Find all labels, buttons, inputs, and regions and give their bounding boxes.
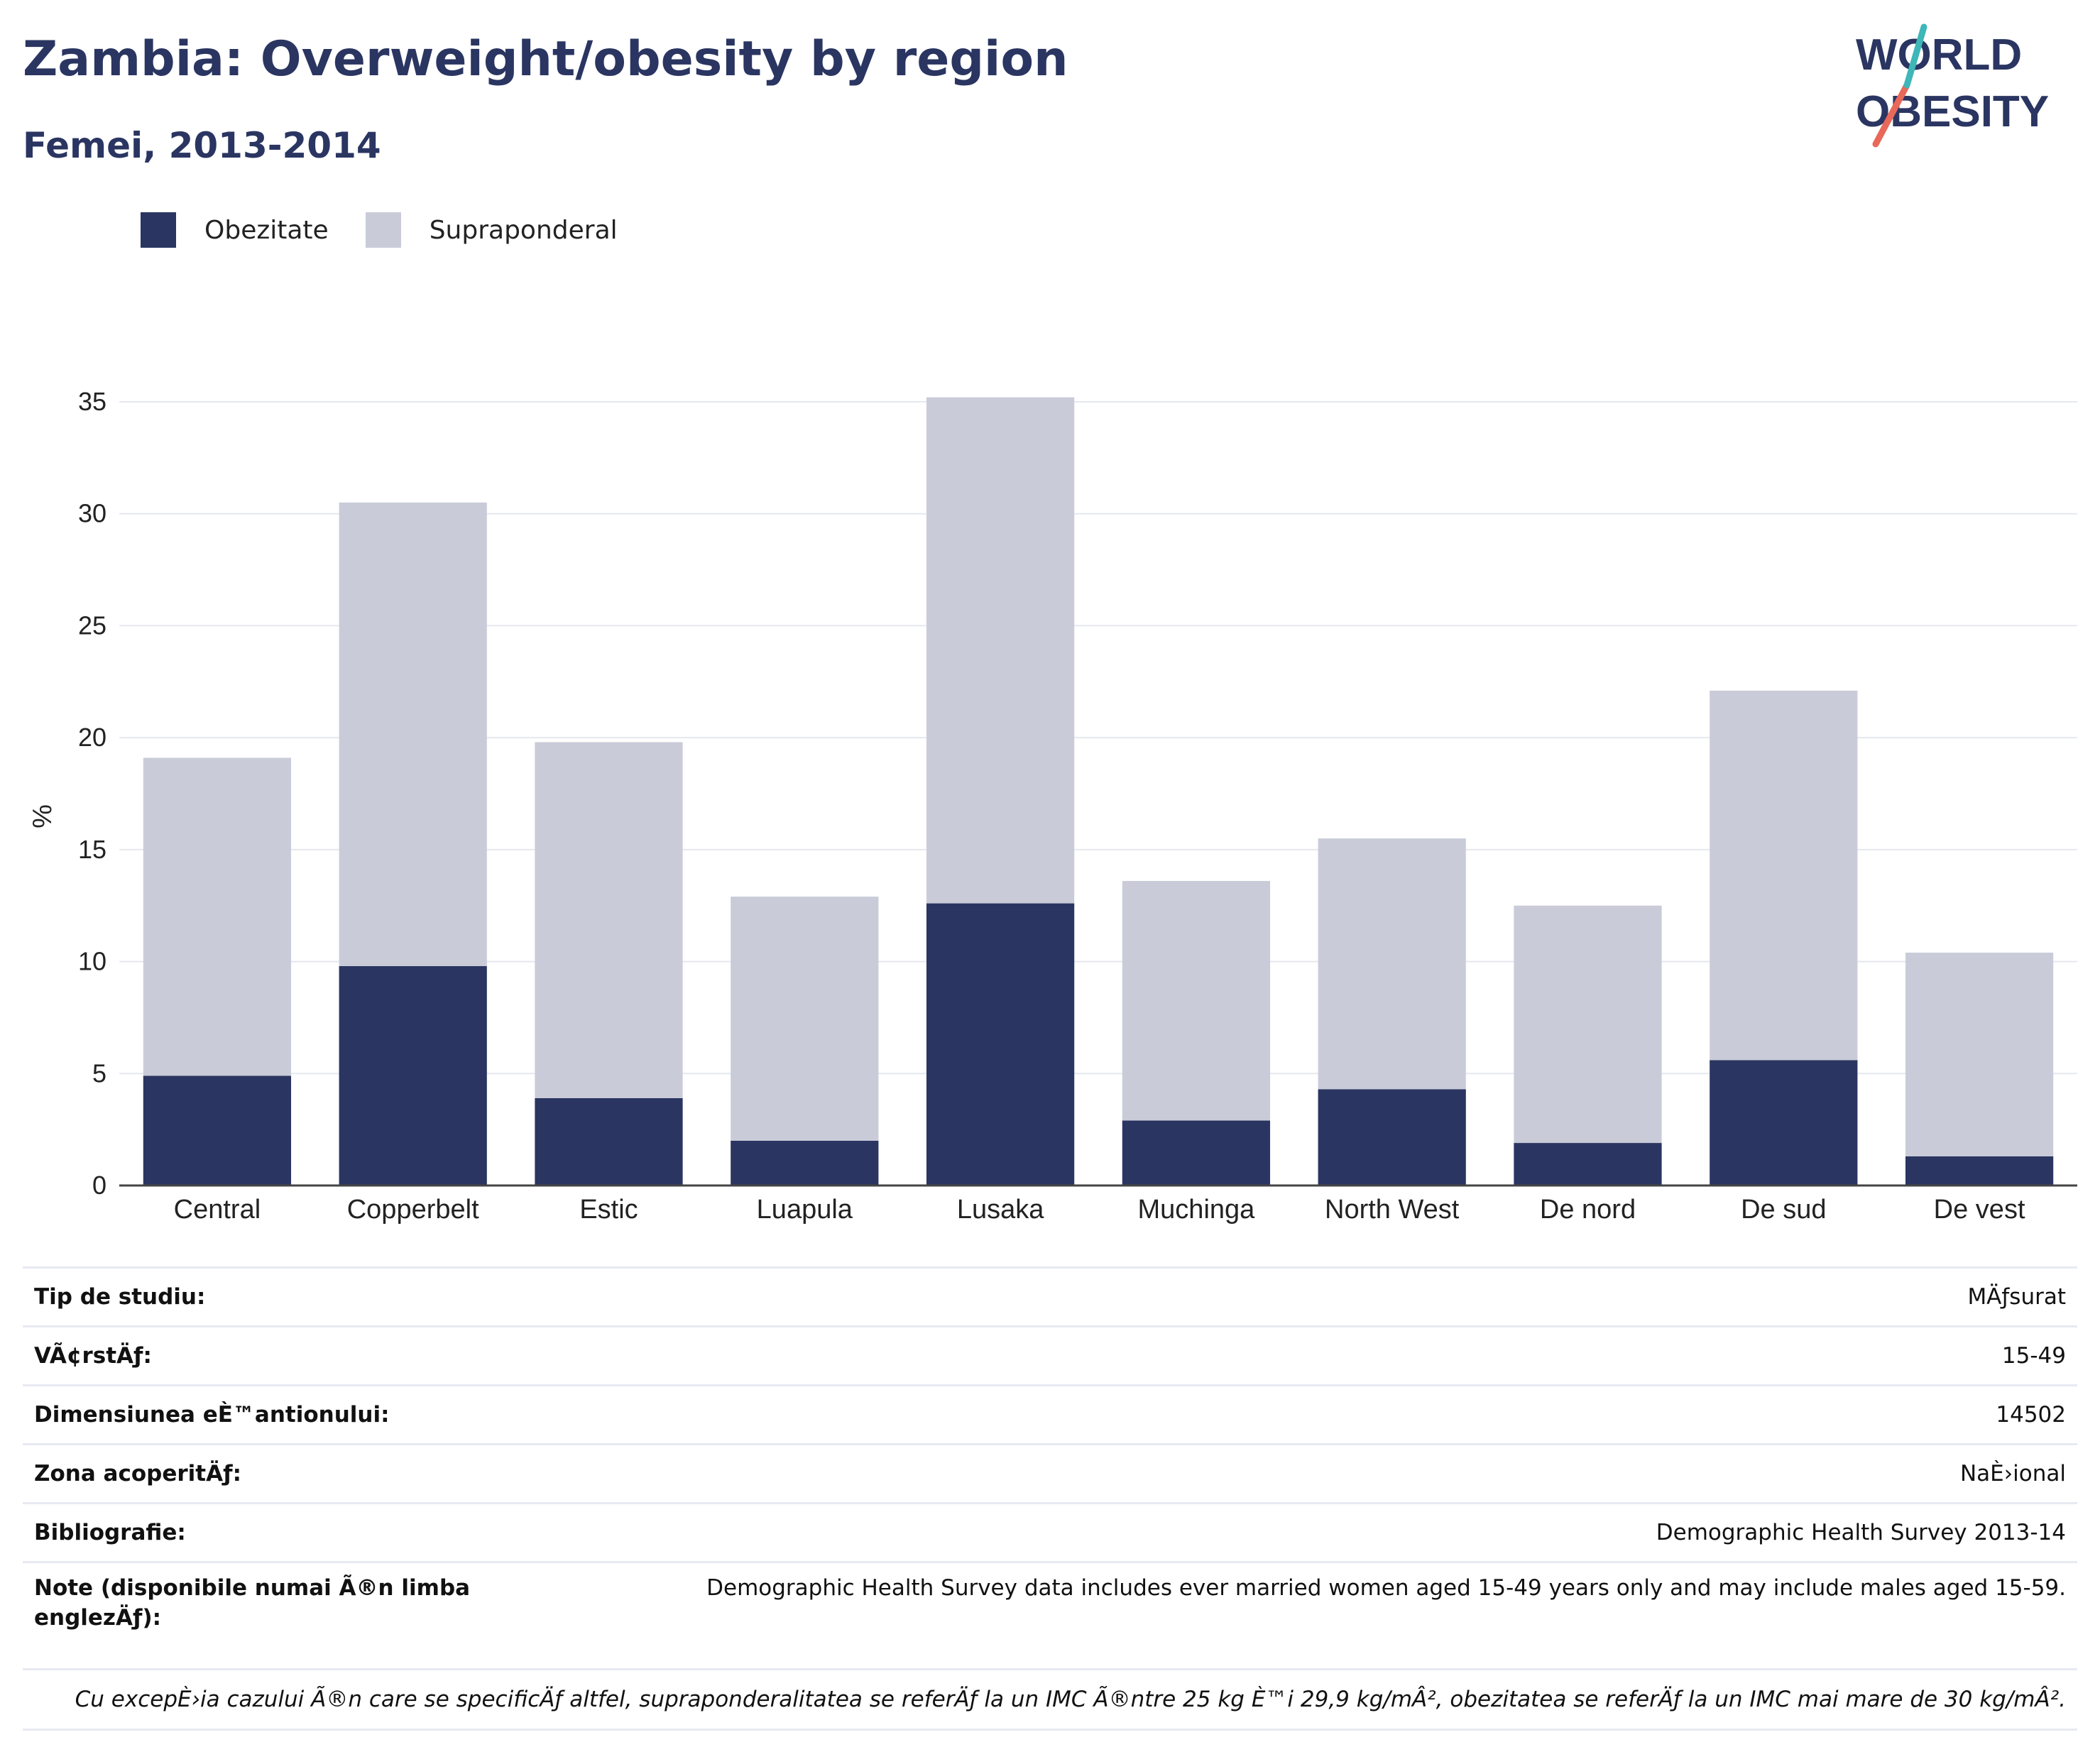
x-tick-label: Muchinga: [1138, 1195, 1256, 1225]
bar-obesity: [1514, 1143, 1662, 1185]
bar-obesity: [731, 1140, 879, 1185]
y-tick-label: 0: [92, 1171, 106, 1200]
legend-swatch-overweight: [365, 212, 401, 248]
bar-overweight: [1710, 690, 1858, 1061]
info-label: Bibliografie:: [34, 1520, 186, 1545]
legend-label-overweight: Supraponderal: [429, 215, 618, 245]
x-tick-label: Lusaka: [957, 1195, 1044, 1225]
bar-obesity: [143, 1075, 292, 1185]
bar-obesity: [535, 1097, 683, 1185]
x-tick-label: De vest: [1934, 1195, 2025, 1225]
info-value: NaÈ›ional: [1959, 1461, 2066, 1486]
legend-item-obesity: Obezitate: [141, 212, 329, 248]
x-tick-label: Estic: [579, 1195, 638, 1225]
y-tick-label: 15: [78, 835, 106, 864]
info-label: Dimensiunea eÈ™antionului:: [34, 1402, 390, 1428]
info-value: Demographic Health Survey 2013-14: [1656, 1520, 2066, 1545]
world-obesity-logo: WORLD OBESITY: [1856, 23, 2049, 148]
chart-legend: Obezitate Supraponderal: [141, 212, 655, 248]
definition-footnote: Cu excepÈ›ia cazului Ã®n care se specifi…: [23, 1670, 2077, 1731]
bar-obesity: [1905, 1156, 2054, 1185]
bar-overweight: [731, 897, 879, 1141]
bar-overweight: [1122, 881, 1271, 1121]
bar-overweight: [339, 502, 487, 966]
logo-slash-red: [1872, 82, 1910, 148]
info-label: Zona acoperitÄƒ:: [34, 1461, 241, 1486]
legend-swatch-obesity: [141, 212, 176, 248]
bar-overweight: [1514, 905, 1662, 1144]
survey-info-table: Tip de studiu: MÄƒsurat VÃ¢rstÄƒ: 15-49 …: [23, 1266, 2077, 1731]
legend-label-obesity: Obezitate: [204, 215, 329, 245]
y-axis-label: %: [28, 804, 58, 828]
legend-item-overweight: Supraponderal: [365, 212, 618, 248]
info-label: VÃ¢rstÄƒ:: [34, 1343, 152, 1369]
notes-label: Note (disponibile numai Ã®n limba englez…: [34, 1575, 471, 1631]
bar-overweight: [143, 757, 292, 1076]
notes-value: Demographic Health Survey data includes …: [706, 1575, 2066, 1601]
y-tick-label: 25: [78, 610, 106, 640]
stacked-bar-chart: 0 5 10 15 20 25 30 35% Central Copperbelt Estic Lua…: [28, 387, 2077, 1225]
x-tick-label: Central: [174, 1195, 261, 1225]
info-row-notes: Note (disponibile numai Ã®n limba englez…: [23, 1563, 2077, 1670]
x-tick-label: North West: [1325, 1195, 1460, 1225]
x-tick-label: Luapula: [757, 1195, 853, 1225]
y-tick-label: 30: [78, 499, 106, 528]
info-value: MÄƒsurat: [1967, 1284, 2066, 1310]
info-row-study-type: Tip de studiu: MÄƒsurat: [23, 1269, 2077, 1327]
x-tick-label: De nord: [1540, 1195, 1636, 1225]
logo-line1: WORLD: [1856, 31, 2022, 80]
info-value: 15-49: [2001, 1343, 2066, 1369]
bar-obesity: [1710, 1060, 1858, 1185]
logo-slash-teal: [1903, 23, 1927, 89]
info-row-sample-size: Dimensiunea eÈ™antionului: 14502: [23, 1386, 2077, 1445]
y-tick-label: 10: [78, 947, 106, 976]
bar-obesity: [1318, 1089, 1466, 1185]
bar-obesity: [1122, 1120, 1271, 1185]
bar-obesity: [926, 903, 1075, 1185]
bar-overweight: [1318, 838, 1466, 1090]
chart-subtitle: Femei, 2013-2014: [23, 125, 381, 166]
x-tick-label: Copperbelt: [347, 1195, 479, 1225]
x-tick-label: De sud: [1741, 1195, 1826, 1225]
info-row-age: VÃ¢rstÄƒ: 15-49: [23, 1327, 2077, 1386]
bar-overweight: [535, 742, 683, 1098]
bar-overweight: [926, 397, 1075, 904]
y-tick-label: 5: [92, 1058, 106, 1088]
chart-title: Zambia: Overweight/obesity by region: [23, 31, 1068, 87]
info-row-coverage: Zona acoperitÄƒ: NaÈ›ional: [23, 1445, 2077, 1504]
info-row-bibliography: Bibliografie: Demographic Health Survey …: [23, 1504, 2077, 1563]
info-label: Tip de studiu:: [34, 1284, 206, 1310]
y-tick-label: 35: [78, 387, 106, 416]
info-value: 14502: [1996, 1402, 2066, 1428]
y-tick-label: 20: [78, 723, 106, 752]
logo-line2: OBESITY: [1856, 87, 2049, 136]
bar-obesity: [339, 965, 487, 1185]
bar-overweight: [1905, 952, 2054, 1156]
